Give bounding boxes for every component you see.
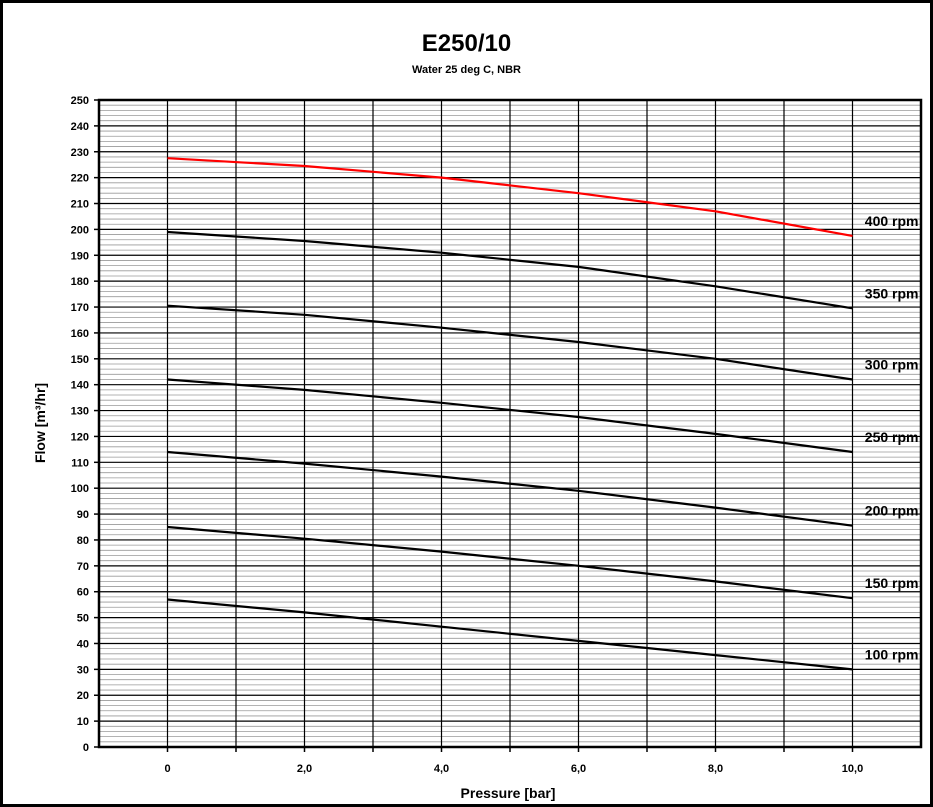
series-label-100-rpm: 100 rpm: [865, 646, 919, 662]
y-tick-label: 50: [77, 613, 89, 625]
y-tick-label: 70: [77, 561, 89, 573]
y-tick-label: 30: [77, 664, 89, 676]
y-tick-label: 80: [77, 535, 89, 547]
series-line-300-rpm: [167, 304, 853, 381]
axes: 0 10 20 30 40 50 60 70 80 90 100 110 120 130 140 150 160…: [71, 95, 923, 775]
y-tick-label: 110: [71, 457, 89, 469]
y-tick-label: 200: [71, 224, 89, 236]
y-tick-label: 160: [71, 328, 89, 340]
chart-title: E250/10: [421, 30, 512, 57]
y-tick-label: 0: [83, 742, 89, 754]
series-label-200-rpm: 200 rpm: [865, 503, 919, 519]
y-tick-label: 130: [71, 406, 89, 418]
y-tick-label: 40: [77, 638, 89, 650]
series-label-150-rpm: 150 rpm: [865, 575, 919, 591]
series-line-250-rpm: [167, 378, 853, 454]
x-tick-label: 10,0: [842, 763, 863, 775]
x-tick-label: 8,0: [708, 763, 723, 775]
y-tick-label: 10: [77, 716, 89, 728]
y-tick-label: 60: [77, 587, 89, 599]
y-tick-label: 220: [71, 173, 89, 185]
y-axis-title: Flow [m³/hr]: [32, 383, 48, 463]
y-tick-label: 90: [77, 509, 89, 521]
series-label-400-rpm: 400 rpm: [865, 213, 919, 229]
y-tick-label: 230: [71, 147, 89, 159]
y-tick-label: 170: [71, 302, 89, 314]
y-tick-label: 140: [71, 380, 89, 392]
x-tick-label: 0: [164, 763, 170, 775]
series-line-400-rpm: [167, 157, 853, 237]
x-tick-label: 4,0: [434, 763, 449, 775]
y-tick-label: 150: [71, 354, 89, 366]
series-lines: [167, 157, 853, 671]
y-tick-label: 180: [71, 276, 89, 288]
series-label-250-rpm: 250 rpm: [865, 429, 919, 445]
grid: [99, 100, 921, 747]
series-line-200-rpm: [167, 450, 853, 527]
x-tick-label: 6,0: [571, 763, 586, 775]
y-tick-label: 250: [71, 95, 89, 107]
chart-subtitle: Water 25 deg C, NBR: [411, 64, 521, 76]
series-line-100-rpm: [167, 598, 853, 671]
series-label-300-rpm: 300 rpm: [865, 357, 919, 373]
y-tick-label: 120: [71, 431, 89, 443]
series-line-150-rpm: [167, 525, 853, 600]
y-tick-label: 20: [77, 690, 89, 702]
y-tick-label: 240: [71, 121, 89, 133]
series-labels: 400 rpm 350 rpm 300 rpm 250 rpm 200 rpm 150 r…: [865, 213, 919, 662]
x-axis-title: Pressure [bar]: [461, 785, 556, 801]
y-tick-label: 210: [71, 199, 89, 211]
series-label-350-rpm: 350 rpm: [865, 285, 919, 301]
y-tick-label: 100: [71, 483, 89, 495]
y-tick-label: 190: [71, 250, 89, 262]
series-line-350-rpm: [167, 230, 853, 310]
x-tick-label: 2,0: [297, 763, 312, 775]
